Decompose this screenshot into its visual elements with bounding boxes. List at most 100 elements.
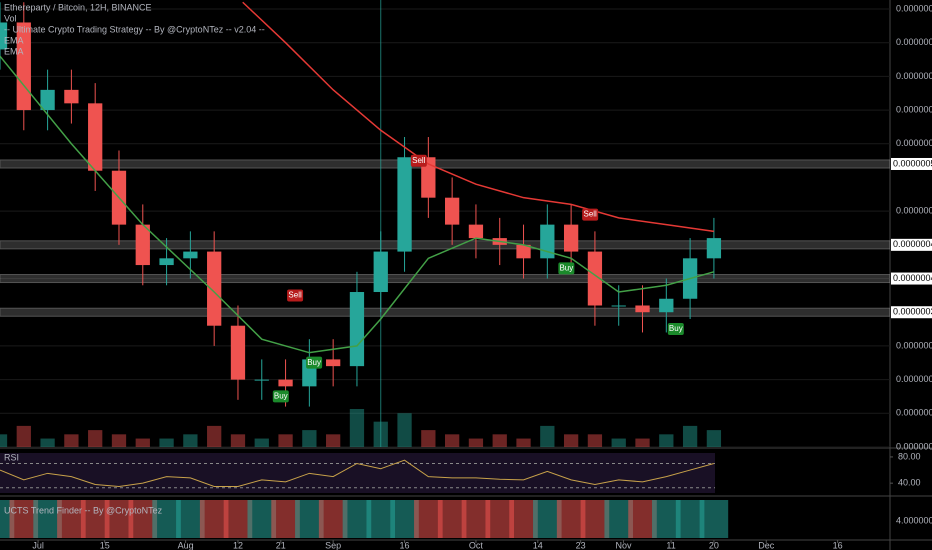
candle-body (135, 224, 150, 266)
candle-body (88, 103, 103, 171)
rsi-tick-label: 80.00 (898, 451, 921, 461)
x-tick-label: Aug (178, 540, 194, 550)
volume-bar (278, 434, 293, 447)
candle-body (159, 258, 174, 266)
x-tick-label: Nov (615, 540, 632, 550)
y-tick-label: 0.00000050 (896, 206, 932, 216)
volume-bar (492, 434, 507, 447)
candle-body (40, 89, 55, 111)
y-tick-label: 0.00000075 (896, 37, 932, 47)
candle-body (516, 244, 531, 259)
y-tick-label: 0.00000080 (896, 3, 932, 13)
volume-bar (159, 438, 174, 447)
level-label-box (891, 306, 932, 319)
x-tick-label: Jul (32, 540, 44, 550)
volume-bar (397, 413, 412, 447)
candle-body (16, 22, 31, 111)
level-label-box (891, 157, 932, 170)
candle-body (183, 251, 198, 259)
candle-body (706, 238, 722, 259)
volume-bar (540, 425, 555, 447)
level-zone (0, 307, 890, 317)
candle-body (64, 89, 79, 104)
trend-stripe (699, 500, 729, 538)
level-zone (0, 274, 890, 284)
level-label: 0.00000045 (893, 239, 932, 249)
ema-line (242, 1, 715, 233)
level-zone (0, 159, 890, 169)
price-pane (0, 0, 890, 447)
volume-bar (468, 438, 484, 447)
volume-bar (207, 425, 222, 447)
volume-bar (230, 434, 246, 447)
y-tick-label: 0.00000025 (896, 374, 932, 384)
candle-body (421, 157, 436, 198)
x-tick-label: 21 (276, 540, 286, 550)
candle-body (207, 251, 222, 326)
volume-bar (682, 425, 698, 447)
candle-body (563, 224, 579, 252)
level-label: 0.00000040 (893, 273, 932, 283)
level-label: 0.00000057 (893, 158, 932, 168)
rsi-tick-label: 40.00 (898, 478, 921, 488)
volume-bar (445, 434, 460, 447)
ema-line (0, 55, 715, 354)
volume-bar (111, 434, 127, 447)
candle-body (326, 359, 341, 367)
volume-bar (706, 430, 722, 447)
candle-body (278, 379, 293, 387)
trend-stripe (390, 500, 419, 538)
x-tick-label: 16 (833, 540, 843, 550)
volume-bar (349, 409, 365, 447)
x-tick-label: Oct (469, 540, 484, 550)
candle-body (0, 22, 8, 50)
x-tick-label: 15 (100, 540, 110, 550)
volume-bar (373, 421, 388, 447)
volume-bar (88, 430, 103, 447)
signal-label: Sell (583, 210, 597, 219)
volume-bar (659, 434, 674, 447)
x-tick-label: 12 (233, 540, 243, 550)
volume-bar (326, 434, 341, 447)
candle-body (230, 325, 246, 380)
signal-box (306, 356, 323, 369)
candle-body (349, 292, 365, 367)
trend-stripe (461, 500, 491, 538)
volume-bar (0, 434, 8, 447)
volume-bar (135, 438, 150, 447)
candle-body (445, 197, 460, 225)
candle-body (373, 251, 388, 293)
overlay: 0.00000015 0.00000020 0.00000025 0.00000030… (0, 3, 932, 550)
volume-bar (183, 434, 198, 447)
rsi-title: RSI (4, 452, 19, 462)
y-tick-label: 0.00000030 (896, 340, 932, 350)
indicator-label: -- Ultimate Crypto Trading Strategy -- B… (4, 24, 265, 34)
volume-bar (563, 434, 579, 447)
x-tick-label: 23 (576, 540, 586, 550)
indicator-label: EMA (4, 46, 24, 56)
rsi-background (0, 453, 715, 493)
y-tick-label: 0.00000020 (896, 408, 932, 418)
volume-bar (421, 430, 436, 447)
indicator-label: Vol (4, 13, 17, 23)
volume-bar (302, 430, 317, 447)
trend-tick-label: 4.000000 (896, 515, 932, 525)
rsi-line (0, 459, 715, 487)
y-tick-label: 0.00000065 (896, 104, 932, 114)
symbol-title: Ethereparty / Bitcoin, 12H, BINANCE (4, 2, 152, 12)
level-label-box (891, 272, 932, 285)
volume-bar (254, 438, 269, 447)
signal-label: Sell (412, 156, 426, 165)
signal-box (287, 289, 304, 302)
signal-label: Buy (274, 391, 288, 400)
signal-box (582, 208, 599, 221)
volume-bar (64, 434, 79, 447)
signal-label: Buy (559, 263, 573, 272)
signal-label: Sell (288, 291, 302, 300)
signal-label: Buy (669, 324, 683, 333)
volume-bar (516, 438, 531, 447)
signal-box (272, 390, 289, 403)
level-label: 0.00000035 (893, 307, 932, 317)
level-label-box (891, 238, 932, 251)
